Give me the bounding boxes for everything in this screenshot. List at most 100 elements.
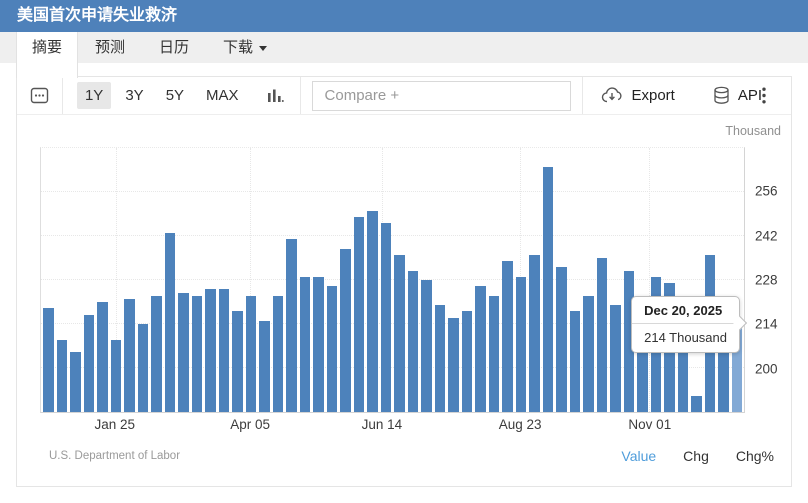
tab-download[interactable]: 下载 — [206, 32, 284, 63]
bar[interactable] — [677, 311, 688, 412]
tab-download-label: 下载 — [223, 39, 254, 56]
chart-type-button[interactable] — [267, 88, 284, 104]
bar[interactable] — [151, 295, 162, 412]
bar[interactable] — [731, 324, 742, 412]
bar[interactable] — [448, 317, 459, 412]
bar[interactable] — [313, 276, 324, 412]
range-1y-button[interactable]: 1Y — [76, 82, 112, 109]
bar[interactable] — [56, 339, 67, 412]
bar[interactable] — [353, 217, 364, 412]
page-title: 美国首次申请失业救济 — [0, 0, 808, 32]
tab-summary[interactable]: 摘要 — [16, 32, 79, 78]
date-range-calendar-button[interactable] — [30, 86, 49, 105]
tab-forecast[interactable]: 预测 — [78, 32, 142, 63]
tab-calendar-label: 日历 — [159, 39, 190, 56]
bar[interactable] — [83, 314, 94, 412]
bar[interactable] — [691, 396, 702, 412]
y-tick-label: 228 — [755, 272, 778, 288]
v-gridline — [649, 148, 651, 412]
bar[interactable] — [421, 280, 432, 412]
bar[interactable] — [569, 311, 580, 412]
bar[interactable] — [475, 286, 486, 412]
bar[interactable] — [205, 289, 216, 412]
bar[interactable] — [164, 232, 175, 412]
bar[interactable] — [637, 308, 648, 412]
calendar-icon — [30, 87, 49, 104]
tooltip-date: Dec 20, 2025 — [632, 297, 739, 324]
bar[interactable] — [272, 295, 283, 412]
bar[interactable] — [178, 292, 189, 412]
toolbar-separator — [581, 77, 583, 114]
h-gridline — [41, 191, 744, 193]
mode-chg-button[interactable]: Chg — [683, 448, 709, 464]
bar[interactable] — [97, 302, 108, 412]
v-gridline — [250, 148, 252, 412]
bar[interactable] — [110, 339, 121, 412]
api-label: API — [737, 87, 763, 104]
bar[interactable] — [286, 239, 297, 412]
bar-chart-icon — [267, 89, 284, 102]
bar[interactable] — [259, 320, 270, 412]
bar[interactable] — [245, 295, 256, 412]
toolbar-separator — [299, 77, 301, 114]
tab-forecast-label: 预测 — [95, 39, 126, 56]
compare-input[interactable] — [311, 80, 571, 111]
h-gridline — [41, 367, 744, 368]
plot-area[interactable]: Dec 20, 2025 214 Thousand — [40, 147, 748, 413]
export-label: Export — [631, 87, 675, 104]
bar-series — [43, 148, 742, 412]
bar[interactable] — [502, 261, 513, 412]
tab-calendar[interactable]: 日历 — [142, 32, 206, 63]
bar[interactable] — [488, 295, 499, 412]
bar[interactable] — [583, 295, 594, 412]
kebab-menu-icon — [762, 87, 766, 104]
bar[interactable] — [556, 267, 567, 412]
bar[interactable] — [434, 305, 445, 412]
bar[interactable] — [394, 254, 405, 412]
range-3y-button[interactable]: 3Y — [125, 87, 144, 104]
tab-summary-label: 摘要 — [32, 39, 63, 56]
bar[interactable] — [623, 270, 634, 412]
api-button[interactable]: API — [713, 86, 762, 105]
mode-chg-pct-button[interactable]: Chg% — [735, 448, 774, 464]
bar[interactable] — [367, 210, 378, 412]
bar[interactable] — [515, 276, 526, 412]
bar[interactable] — [529, 254, 540, 412]
database-icon — [714, 86, 729, 104]
y-axis-unit-label: Thousand — [725, 124, 781, 138]
bar[interactable] — [299, 276, 310, 412]
bar[interactable] — [191, 295, 202, 412]
y-tick-label: 200 — [755, 361, 778, 377]
bar[interactable] — [542, 166, 553, 412]
v-gridline — [115, 148, 117, 412]
bar[interactable] — [232, 311, 243, 412]
chart-panel: 1Y 3Y 5Y MAX Export — [16, 76, 792, 487]
bar[interactable] — [380, 223, 391, 412]
chart-toolbar: 1Y 3Y 5Y MAX Export — [17, 77, 791, 115]
bar[interactable] — [137, 324, 148, 412]
mode-value-button[interactable]: Value — [621, 448, 657, 464]
export-button[interactable]: Export — [601, 87, 675, 104]
bar[interactable] — [70, 352, 81, 412]
range-max-button[interactable]: MAX — [206, 87, 239, 104]
h-gridline — [41, 279, 744, 280]
chart-area: Thousand Dec 20, 2025 214 Thousand 200 21… — [17, 116, 791, 486]
data-source-label: U.S. Department of Labor — [49, 450, 181, 462]
range-5y-button[interactable]: 5Y — [165, 87, 185, 104]
bar[interactable] — [340, 248, 351, 412]
bar[interactable] — [407, 270, 418, 412]
x-tick-label: Jun 14 — [361, 417, 403, 432]
chart-footer: U.S. Department of Labor Value Chg Chg% — [49, 448, 774, 464]
bar[interactable] — [124, 298, 135, 412]
more-options-button[interactable] — [762, 87, 766, 104]
h-gridline — [41, 235, 744, 236]
bar[interactable] — [43, 308, 54, 412]
bar[interactable] — [718, 295, 729, 412]
bar[interactable] — [610, 305, 621, 412]
bar[interactable] — [596, 258, 607, 412]
export-cloud-download-icon — [602, 87, 623, 103]
bar[interactable] — [461, 311, 472, 412]
x-axis: Jan 25 Apr 05 Jun 14 Aug 23 Nov 01 — [40, 417, 745, 433]
bar[interactable] — [326, 286, 337, 412]
bar[interactable] — [218, 289, 229, 412]
